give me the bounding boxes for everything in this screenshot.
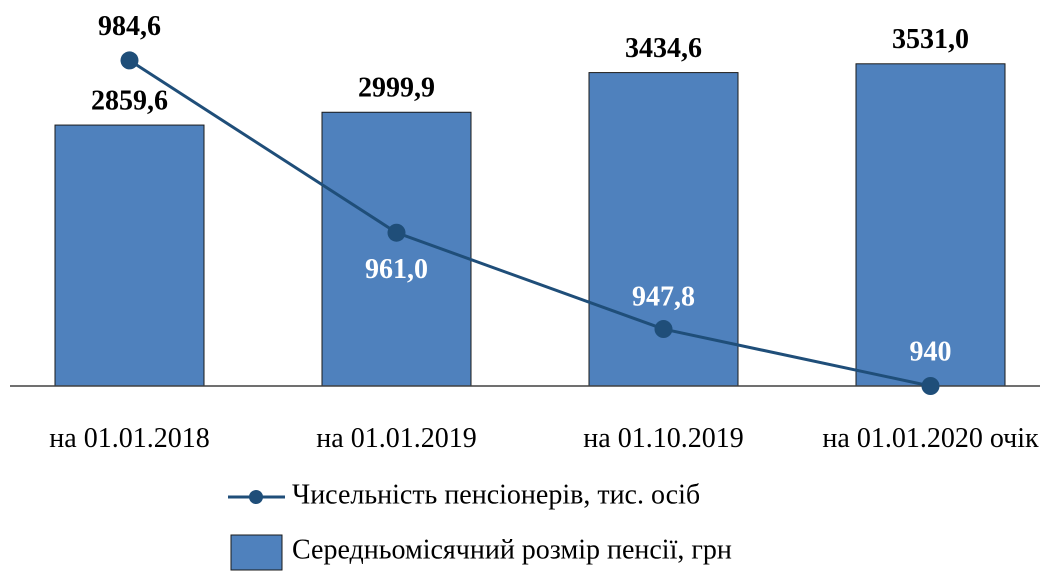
bar-value-label: 3434,6 — [625, 33, 702, 64]
legend-label: Середньомісячний розмір пенсії, грн — [292, 534, 732, 565]
line-value-label: 940 — [910, 336, 952, 367]
bar-value-label: 3531,0 — [892, 24, 969, 55]
line-value-label: 984,6 — [98, 11, 161, 42]
bar-value-label: 2859,6 — [91, 85, 168, 116]
x-tick-label: на 01.01.2018 — [49, 423, 210, 454]
line — [128, 59, 931, 388]
bar-value-label: 2999,9 — [358, 73, 435, 104]
line-marker — [921, 377, 940, 395]
line-marker — [387, 223, 406, 242]
x-tick-label: на 01.10.2019 — [583, 423, 744, 454]
line-value-label: 947,8 — [632, 281, 695, 312]
bar — [855, 63, 1006, 387]
x-tick-label: на 01.01.2020 очік — [822, 423, 1039, 454]
legend-marker — [249, 490, 263, 504]
line-marker — [120, 51, 139, 70]
line-value-label: 961,0 — [365, 254, 428, 285]
line-marker — [654, 320, 673, 339]
legend-label: Чисельність пенсіонерів, тис. осіб — [292, 479, 700, 510]
bar — [321, 111, 472, 387]
x-tick-label: на 01.01.2019 — [316, 423, 477, 454]
bar — [54, 124, 205, 387]
legend-swatch — [230, 534, 283, 571]
